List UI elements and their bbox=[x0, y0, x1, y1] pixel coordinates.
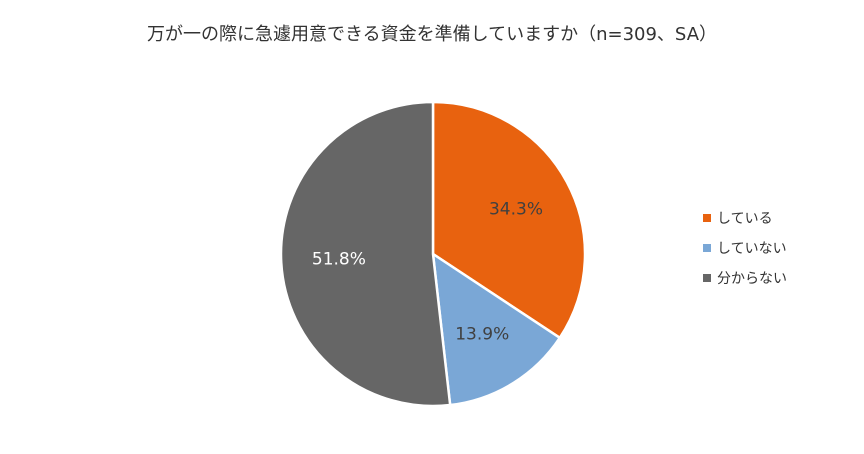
legend-swatch-2 bbox=[703, 244, 711, 252]
data-label-2: 13.9% bbox=[455, 324, 509, 344]
legend-item-1: している bbox=[703, 203, 787, 233]
pie-slice-3 bbox=[279, 100, 452, 408]
legend-item-2: していない bbox=[703, 233, 787, 263]
chart-title: 万が一の際に急遽用意できる資金を準備していますか（n=309、SA） bbox=[146, 24, 718, 45]
legend-swatch-3 bbox=[703, 274, 711, 282]
chart-legend: しているしていない分からない bbox=[703, 203, 787, 293]
legend-label-2: していない bbox=[717, 241, 787, 257]
data-label-3: 51.8% bbox=[312, 249, 366, 269]
legend-label-1: している bbox=[717, 211, 773, 227]
legend-item-3: 分からない bbox=[703, 263, 787, 293]
legend-swatch-1 bbox=[703, 214, 711, 222]
legend-label-3: 分からない bbox=[717, 271, 787, 287]
data-label-1: 34.3% bbox=[489, 199, 543, 219]
pie-slice-2 bbox=[431, 252, 562, 407]
